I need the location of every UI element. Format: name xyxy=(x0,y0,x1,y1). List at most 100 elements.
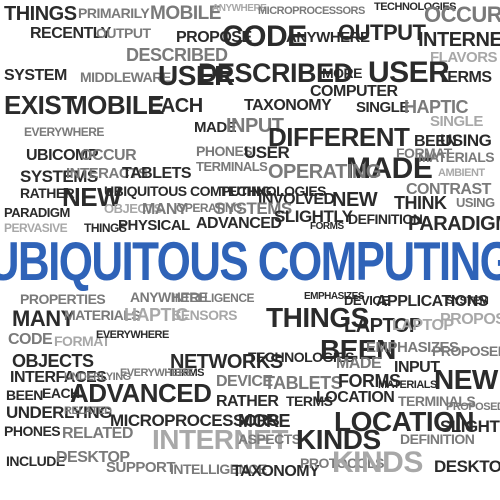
word: APPLICATIONS xyxy=(376,293,488,310)
word: DEVICE xyxy=(216,373,273,390)
word: USER xyxy=(368,56,450,89)
word: FLAVORS xyxy=(430,49,498,66)
word: BEEN xyxy=(414,133,457,150)
word: TERMINALS xyxy=(196,159,268,174)
word: PRIMARILY xyxy=(78,5,150,21)
word: PROTOCOLS xyxy=(300,455,384,471)
word: INTERFACES xyxy=(10,369,107,386)
word: THINK xyxy=(394,193,447,213)
word: ADVANCED xyxy=(70,378,212,408)
word: MOBILE xyxy=(150,3,221,24)
word: INPUT xyxy=(226,115,284,137)
word: EACH xyxy=(42,385,80,401)
word: OCCUR xyxy=(424,2,500,27)
word: BEEN xyxy=(320,334,396,365)
word: MADE xyxy=(346,152,433,185)
word: ASPECTS xyxy=(238,431,301,447)
word: UBIQUITOUS COMPUTING xyxy=(104,183,272,199)
word: SYSTEM xyxy=(4,67,67,84)
word: ANYWHERE xyxy=(130,289,208,305)
word: TAXONOMY xyxy=(232,463,320,480)
word: RELATED xyxy=(64,405,112,417)
word: HAPTIC xyxy=(404,97,469,117)
word: DIFFERENT xyxy=(268,122,410,152)
word: MICROPROCESSORS xyxy=(110,411,280,430)
word: TECHNOLOGIES xyxy=(248,349,355,365)
word: ANYWHERE xyxy=(212,3,267,14)
word: INPUT xyxy=(394,359,440,376)
word: USER xyxy=(158,60,234,91)
word: EACH xyxy=(148,95,203,117)
word: DESKTOP xyxy=(434,457,500,476)
word: INTELLIGENCE xyxy=(172,291,255,305)
word: INTERACTS xyxy=(66,165,148,182)
word: EXIST xyxy=(4,90,77,120)
word: EVERYWHERE xyxy=(120,367,193,379)
word: SINGLE xyxy=(430,113,483,130)
word: HAPTIC xyxy=(124,305,189,325)
word: OPERATING xyxy=(268,161,381,183)
word: EVERYWHERE xyxy=(96,329,169,341)
word: DESCRIBED xyxy=(198,58,353,88)
word: SLIGHTLY xyxy=(274,207,353,226)
word: FORMS xyxy=(338,371,401,391)
word: SYSTEMS xyxy=(20,167,98,186)
word: MORE xyxy=(322,65,363,81)
word: THINGS xyxy=(266,302,369,333)
word: LAPTOP xyxy=(392,317,454,334)
word: BEEN xyxy=(6,387,43,403)
word: FORMAT xyxy=(54,333,110,349)
word: NETWORKS xyxy=(170,351,283,373)
word: SYSTEM xyxy=(446,295,489,307)
word: PERVASIVE xyxy=(4,221,68,235)
word: INTERNET xyxy=(152,424,289,455)
word: RATHER xyxy=(216,393,279,410)
word: NEW xyxy=(62,182,122,212)
word: COMPUTER xyxy=(310,83,398,100)
word: RECENTLY xyxy=(30,25,111,42)
word: MICROPROCESSORS xyxy=(258,5,365,17)
word: OBJECTS xyxy=(104,201,162,216)
word: INCLUDE xyxy=(6,453,65,469)
word: DESKTOP xyxy=(56,449,130,466)
word: NEW xyxy=(332,189,378,211)
word: THINGS xyxy=(4,3,77,25)
word: MOBILE xyxy=(66,90,165,120)
word: EMPHASIZES xyxy=(304,291,365,302)
word: CODE xyxy=(8,331,53,348)
word: TAXONOMY xyxy=(244,97,332,114)
word: LAPTOP xyxy=(344,315,422,337)
word: OCCUR xyxy=(80,147,137,164)
word: MIDDLEWARE xyxy=(80,69,171,85)
word: FORMS xyxy=(310,221,344,232)
word: OUTPUT xyxy=(96,25,151,41)
word: TECHNOLOGIES xyxy=(220,183,327,199)
main-title: UBIQUITOUS COMPUTING xyxy=(0,230,500,292)
word: PHONES xyxy=(4,423,61,439)
word: PARADIGM xyxy=(408,213,500,235)
word: RELATED xyxy=(62,425,133,442)
word: MADE xyxy=(194,119,237,136)
word: SENSORS xyxy=(172,307,237,323)
word: SINGLE xyxy=(356,99,409,116)
word: ANYWHERE xyxy=(286,29,370,46)
word: DEFINITION xyxy=(400,431,475,447)
word: OUTPUT xyxy=(338,20,426,45)
word: DEVICE xyxy=(344,293,390,308)
word: SYSTEMS xyxy=(214,199,292,218)
word: PARADIGM xyxy=(4,205,70,220)
word: USING xyxy=(456,195,495,210)
word: DESCRIBED xyxy=(126,45,228,65)
word: TABLETS xyxy=(122,165,192,182)
word: ADVANCED xyxy=(196,215,282,232)
word: CODE xyxy=(222,20,307,53)
word: DEFINITION xyxy=(348,211,423,227)
word: MANY xyxy=(12,306,75,331)
word: UBICOMP xyxy=(26,147,99,164)
word: AMBIENT xyxy=(438,167,485,179)
word: INTELLIGENCE xyxy=(170,461,267,477)
word: OBJECTS xyxy=(12,351,94,371)
word: MANY xyxy=(142,201,188,218)
word: PHONES xyxy=(196,143,253,159)
